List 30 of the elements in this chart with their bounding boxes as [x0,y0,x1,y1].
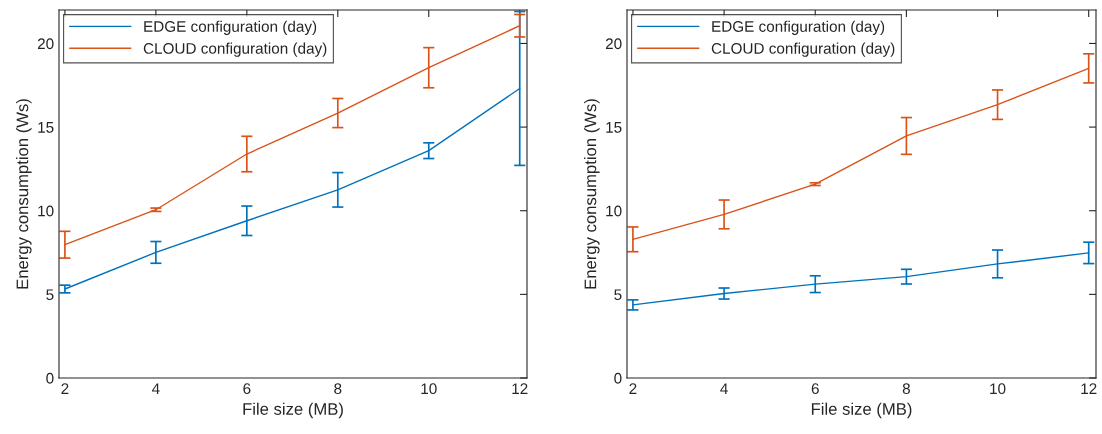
x-tick-label: 10 [990,383,1006,395]
y-tick-label: 15 [606,122,622,133]
legend-label: CLOUD configuration (day) [711,42,895,57]
x-tick-label: 2 [629,383,637,394]
y-axis-title: Energy consumption (Ws) [16,99,32,289]
x-tick-label: 12 [1081,383,1097,394]
y-tick-label: 5 [46,289,54,301]
y-axis-title: Energy consumption (Ws) [584,99,600,289]
y-tick-label: 5 [614,289,622,301]
x-tick-label: 6 [243,383,251,395]
legend-label: EDGE configuration (day) [712,20,885,35]
legend-label: EDGE configuration (day) [144,20,317,35]
y-tick-label: 10 [606,205,622,217]
x-tick-label: 8 [334,383,342,395]
y-tick-label: 20 [37,38,54,50]
x-tick-label: 2 [61,383,69,394]
x-axis-title: File size (MB) [243,402,343,419]
x-tick-label: 8 [902,383,910,395]
x-tick-label: 4 [720,383,728,394]
x-tick-label: 10 [421,383,437,395]
y-tick-label: 0 [614,372,622,384]
y-tick-label: 0 [46,372,54,384]
x-tick-label: 12 [512,383,528,394]
y-tick-label: 15 [38,122,54,133]
legend-label: CLOUD configuration (day) [143,42,327,57]
x-tick-label: 4 [151,383,160,394]
x-axis-title: File size (MB) [811,402,912,419]
x-tick-label: 6 [811,383,819,395]
y-tick-label: 10 [38,205,54,217]
y-tick-label: 20 [605,38,622,50]
